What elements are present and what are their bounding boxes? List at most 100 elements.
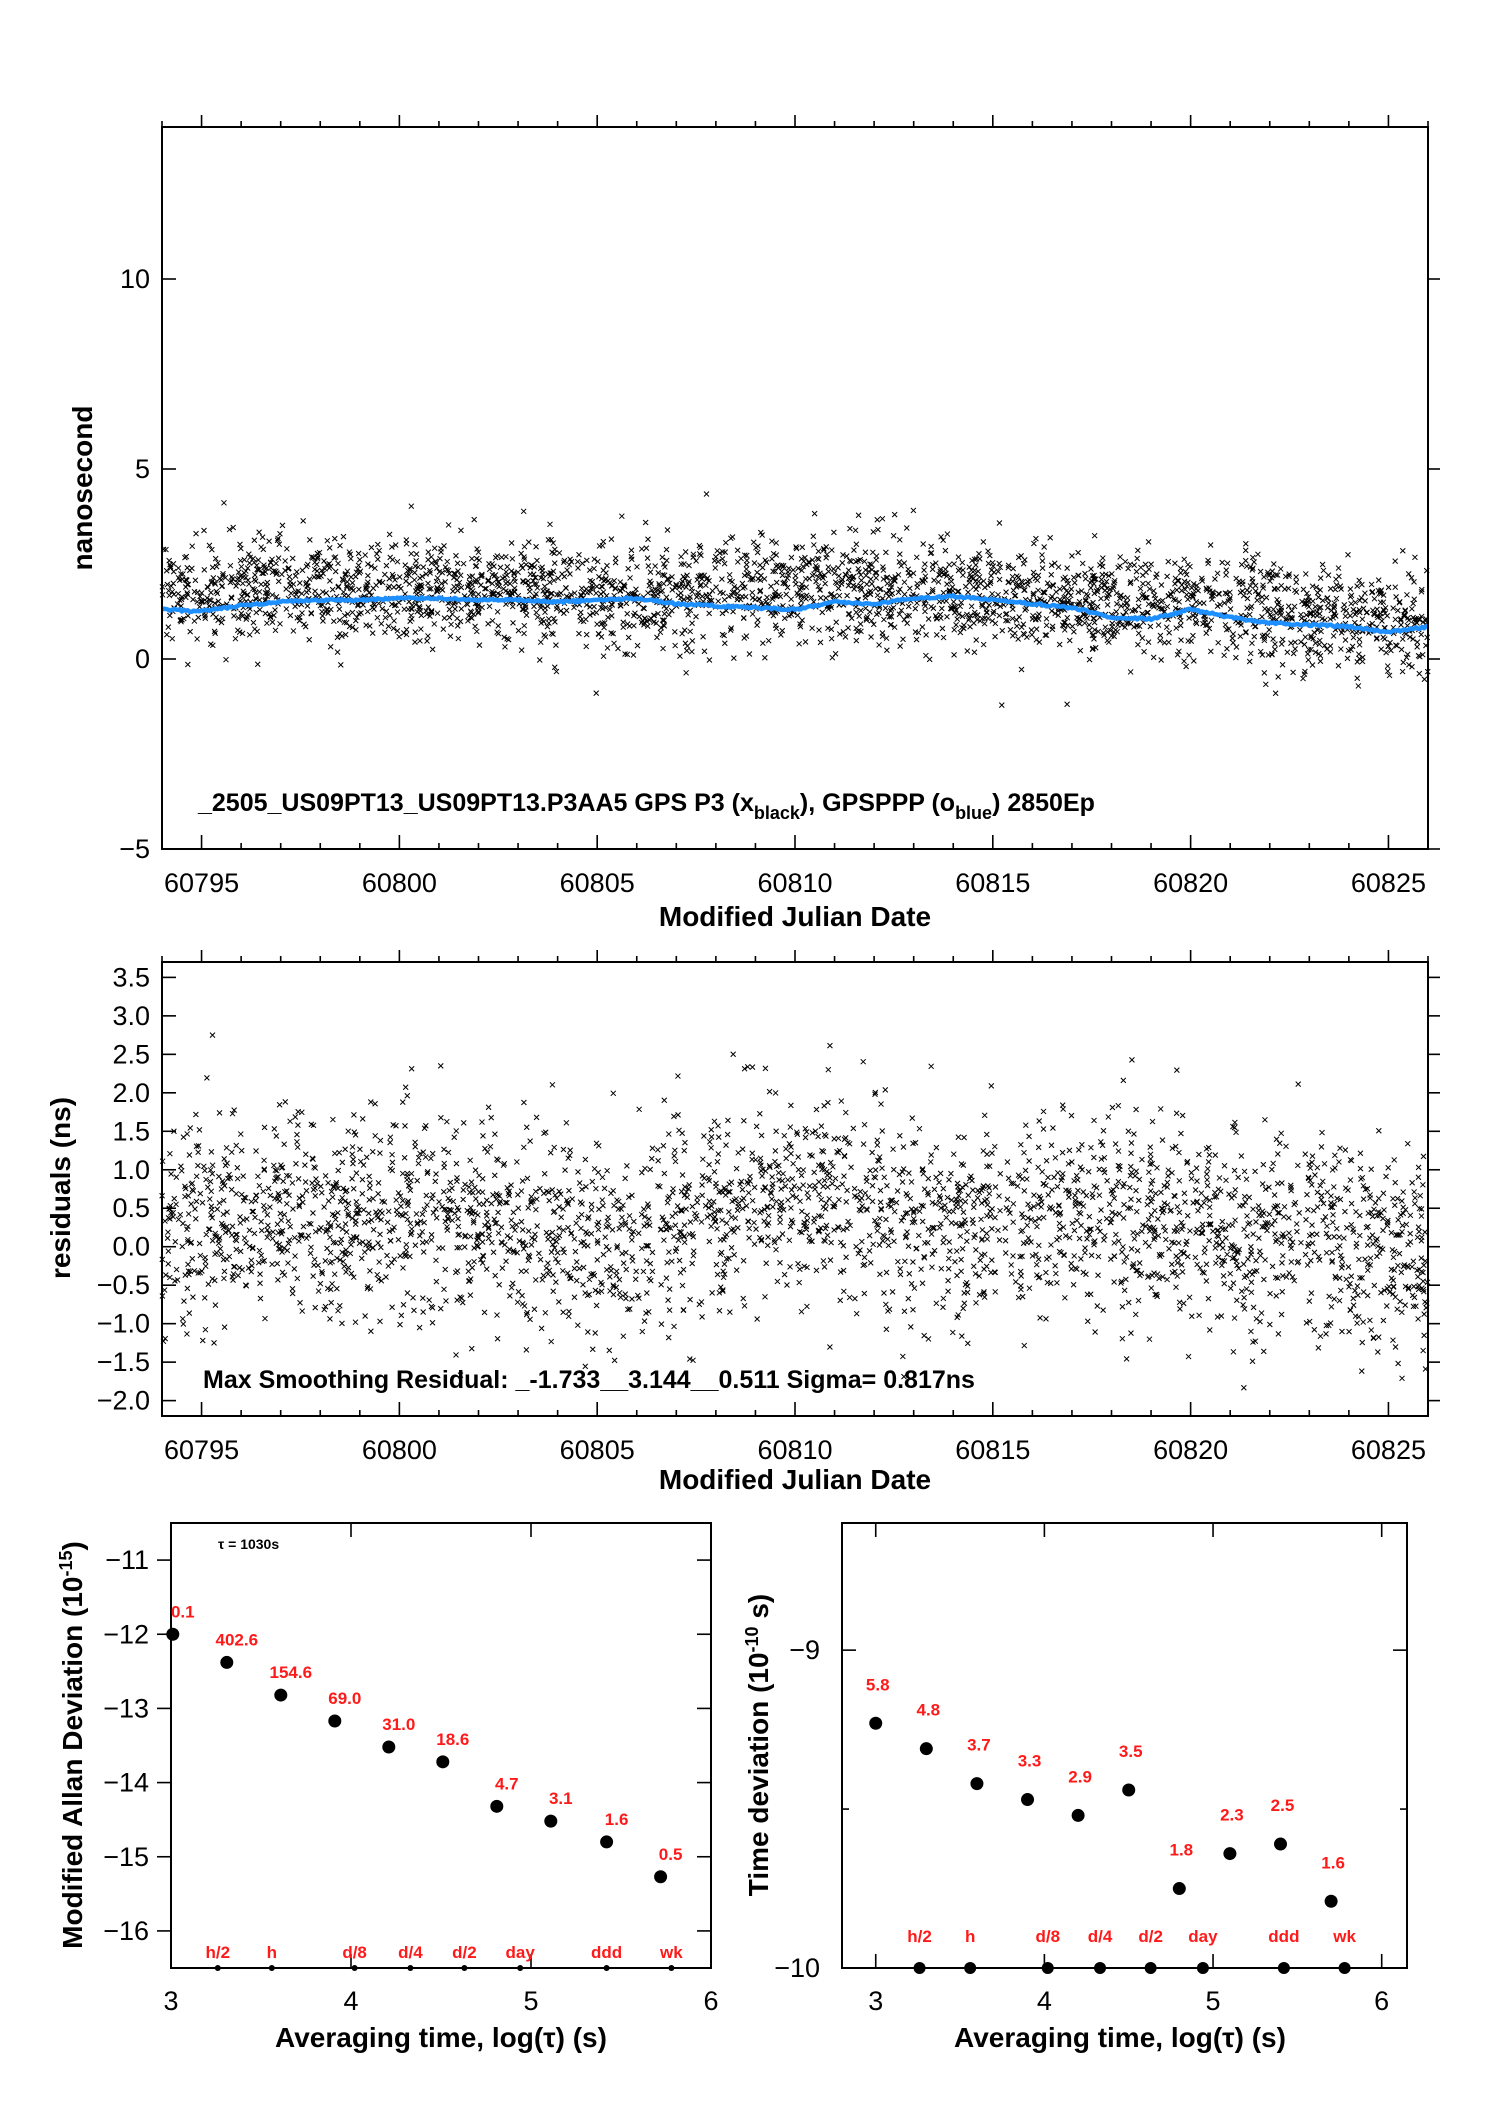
p1-point-x — [1302, 668, 1308, 675]
p1-point-x — [433, 560, 439, 567]
p2-point-x — [1288, 1245, 1295, 1252]
p1-point-x — [1127, 579, 1134, 585]
p2-point-x — [751, 1207, 758, 1214]
p2-point-x — [1262, 1116, 1268, 1123]
p2-point-x — [1012, 1279, 1019, 1285]
p1-point-x — [1134, 547, 1141, 554]
p2-point-x — [375, 1276, 382, 1283]
p1-point-x — [832, 579, 839, 586]
p2-point-x — [351, 1129, 358, 1135]
p2-point-x — [812, 1128, 819, 1135]
p2-point-x — [961, 1134, 967, 1141]
p1-point-x — [955, 554, 962, 560]
p2-point-x — [1035, 1242, 1042, 1249]
p1-point-x — [1033, 636, 1040, 643]
p2-point-x — [283, 1200, 290, 1207]
p2-point-x — [1230, 1348, 1237, 1355]
p2-point-x — [350, 1156, 357, 1163]
p2-point-x — [1374, 1349, 1381, 1355]
p1-point-x — [1044, 580, 1051, 587]
p2-point-x — [749, 1156, 755, 1163]
p1-point-x — [607, 606, 613, 613]
p1-point-x — [660, 561, 667, 567]
p2-point-x — [196, 1126, 203, 1133]
p2-point-x — [558, 1214, 565, 1221]
p1-point-x — [193, 530, 199, 537]
p2-point-x — [866, 1248, 873, 1254]
p1-point-x — [1369, 607, 1376, 614]
p1-point-x — [423, 571, 429, 577]
p2-point-x — [582, 1290, 589, 1296]
p2-point-x — [996, 1237, 1003, 1243]
p2-point-x — [649, 1145, 656, 1152]
p1-point-x — [1166, 629, 1173, 636]
p2-point-x — [679, 1282, 686, 1289]
p1-point-x — [386, 575, 393, 582]
p1-point-x — [541, 632, 548, 638]
p2-point-x — [644, 1242, 650, 1249]
p1-point-x — [164, 581, 171, 588]
p2-point-x — [527, 1316, 533, 1323]
p1-point-x — [504, 572, 510, 579]
p2-point-x — [823, 1133, 829, 1140]
p2-point-x — [228, 1186, 235, 1193]
p2-point-x — [343, 1229, 350, 1235]
p1-point-x — [275, 535, 281, 542]
p2-point-x — [1078, 1256, 1084, 1262]
p1-point-x — [731, 584, 738, 590]
p1-point-x — [412, 563, 419, 570]
p2-point-x — [523, 1124, 530, 1131]
p1-point-x — [944, 531, 951, 537]
p1-point-x — [518, 647, 525, 653]
p2-point-x — [986, 1190, 993, 1197]
p2-point-x — [1079, 1166, 1085, 1173]
p1-point-x — [1278, 607, 1285, 614]
p2-point-x — [656, 1183, 663, 1190]
p2-point-x — [494, 1312, 500, 1318]
p2-point-x — [963, 1181, 969, 1188]
p2-point-x — [1420, 1286, 1427, 1293]
p1-point-x — [1257, 648, 1264, 655]
p1-point-x — [374, 614, 381, 621]
p1-point-x — [1418, 588, 1425, 595]
p2-point-x — [828, 1239, 834, 1246]
p2-point-x — [873, 1221, 880, 1228]
p1-point-x — [1178, 587, 1185, 594]
p1-point-x — [1335, 662, 1342, 669]
p1-point-x — [563, 593, 570, 600]
p1-point-x — [275, 578, 282, 585]
p2-point-x — [815, 1227, 822, 1234]
p1-point-x — [611, 640, 617, 647]
p1-point-x — [645, 536, 651, 543]
p1-point-x — [982, 615, 988, 622]
p1-point-x — [1150, 588, 1157, 594]
p1-point-x — [373, 582, 379, 589]
p2-point-x — [978, 1200, 985, 1206]
p2-point-x — [172, 1238, 179, 1245]
p1-point-x — [1345, 551, 1351, 558]
p2-point-x — [496, 1281, 503, 1288]
p1-point-x — [652, 563, 659, 569]
p1-point-x — [475, 549, 482, 556]
p2-point-x — [1146, 1243, 1152, 1250]
p2-point-x — [1320, 1217, 1326, 1224]
p2-point-x — [756, 1110, 763, 1117]
p1-point-x — [218, 619, 225, 626]
p2-point-x — [996, 1193, 1002, 1199]
p1-point-x — [1290, 650, 1297, 657]
p1-point-x — [412, 588, 419, 594]
p1-point-x — [907, 572, 913, 579]
p1-point-x — [244, 565, 251, 571]
p1-point-x — [1064, 577, 1071, 584]
p2-point-x — [199, 1199, 206, 1206]
p2-point-x — [1156, 1251, 1163, 1258]
p1-point-x — [842, 633, 849, 640]
p1-point-x — [298, 590, 305, 597]
p2-point-x — [995, 1227, 1001, 1234]
p2-point-x — [1396, 1250, 1403, 1257]
p1-point-x — [642, 519, 649, 526]
p2-point-x — [322, 1173, 329, 1179]
p1-point-x — [182, 576, 189, 583]
p1-point-x — [989, 618, 996, 624]
p2-point-x — [329, 1211, 336, 1218]
